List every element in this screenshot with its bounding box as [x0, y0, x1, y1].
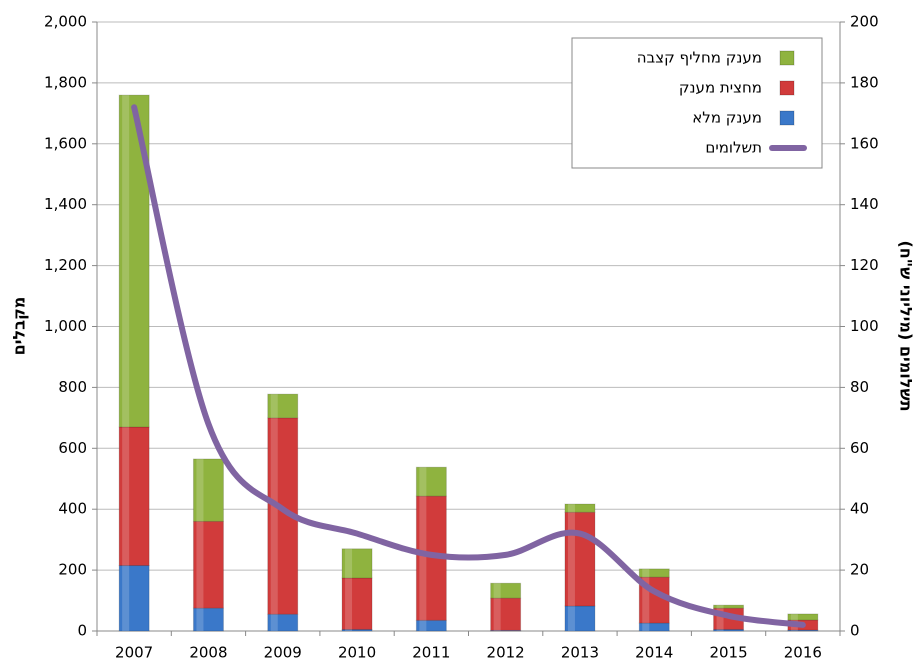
bar-shine [345, 548, 353, 579]
bar-shine [493, 630, 501, 631]
line-series [131, 104, 806, 628]
x-tick-label: 2007 [115, 644, 153, 662]
y-tick-label: 0 [77, 622, 87, 640]
legend-swatch [779, 80, 795, 96]
bar-shine [345, 578, 353, 630]
bar-shine [642, 568, 650, 578]
bar-shine [419, 496, 427, 621]
y-tick-label: 1,400 [44, 195, 87, 213]
x-tick-label: 2015 [709, 644, 747, 662]
bar-shine [270, 394, 278, 418]
y2-tick-label: 60 [850, 439, 869, 457]
bar-segment [415, 466, 447, 497]
y-tick-label: 1,200 [44, 256, 87, 274]
bar-shine [716, 608, 724, 630]
legend-label: תשלומים [705, 139, 762, 157]
legend-swatch [779, 110, 795, 126]
bar-shine [122, 426, 130, 566]
x-tick-label: 2010 [338, 644, 376, 662]
y2-tick-label: 100 [850, 317, 879, 335]
y-tick-label: 1,000 [44, 317, 87, 335]
x-tick-label: 2009 [264, 644, 302, 662]
y2-tick-label: 20 [850, 561, 869, 579]
bar-shine [419, 620, 427, 631]
bar-shine [567, 606, 575, 631]
bar-shine [270, 614, 278, 631]
bar-shine [419, 467, 427, 497]
bar-shine [196, 608, 204, 631]
x-tick-label: 2014 [635, 644, 673, 662]
y-tick-label: 2,000 [44, 13, 87, 31]
bar-shine [270, 417, 278, 615]
bar-segment [490, 597, 522, 631]
legend-swatch [779, 50, 795, 66]
bar-segment [713, 604, 745, 609]
bar-shine [345, 629, 353, 631]
x-tick-label: 2011 [412, 644, 450, 662]
bar-segment [267, 393, 299, 419]
y2-tick-label: 120 [850, 256, 879, 274]
x-tick-label: 2012 [487, 644, 525, 662]
bar-shine [196, 458, 204, 522]
bar-segment [192, 458, 224, 522]
y2-tick-label: 180 [850, 73, 879, 91]
bar-segment [564, 605, 596, 632]
bar-segment [638, 568, 670, 578]
bar-shine [567, 504, 575, 513]
bar-shine [716, 605, 724, 609]
bar-shine [122, 95, 130, 427]
bar-shine [122, 565, 130, 631]
bar-segment [490, 582, 522, 599]
y2-axis-label: תשלומים (מיליוני ש"ח) [897, 240, 916, 411]
y2-tick-label: 0 [850, 622, 860, 640]
y-tick-label: 1,800 [44, 73, 87, 91]
bar-shine [493, 598, 501, 631]
y-tick-label: 400 [58, 500, 87, 518]
y-tick-label: 800 [58, 378, 87, 396]
y2-tick-label: 40 [850, 500, 869, 518]
bar-shine [196, 521, 204, 609]
x-tick-label: 2013 [561, 644, 599, 662]
legend-label: מחצית מענק [679, 79, 762, 97]
bar-segment [564, 503, 596, 513]
legend-label: מענק מחליף קצבה [637, 49, 762, 67]
y-axis-label: מקבלים [10, 297, 29, 356]
bar-shine [716, 629, 724, 631]
y2-tick-label: 200 [850, 13, 879, 31]
legend-label: מענק מלא [692, 109, 762, 127]
bar-shine [790, 630, 798, 631]
bar-shine [493, 583, 501, 599]
y2-tick-label: 160 [850, 134, 879, 152]
bar-shine [642, 577, 650, 624]
x-tick-label: 2016 [784, 644, 822, 662]
y-tick-label: 200 [58, 561, 87, 579]
bar-segment [341, 548, 373, 579]
bar-segment [192, 520, 224, 609]
y-tick-label: 600 [58, 439, 87, 457]
y-tick-label: 1,600 [44, 134, 87, 152]
bar-shine [642, 623, 650, 631]
bar-segment [118, 565, 150, 632]
bar-shine [567, 512, 575, 607]
y2-tick-label: 140 [850, 195, 879, 213]
bar-segment [341, 577, 373, 630]
x-tick-label: 2008 [189, 644, 227, 662]
bar-shine [790, 613, 798, 621]
y2-tick-label: 80 [850, 378, 869, 396]
bar-segment [787, 613, 819, 621]
